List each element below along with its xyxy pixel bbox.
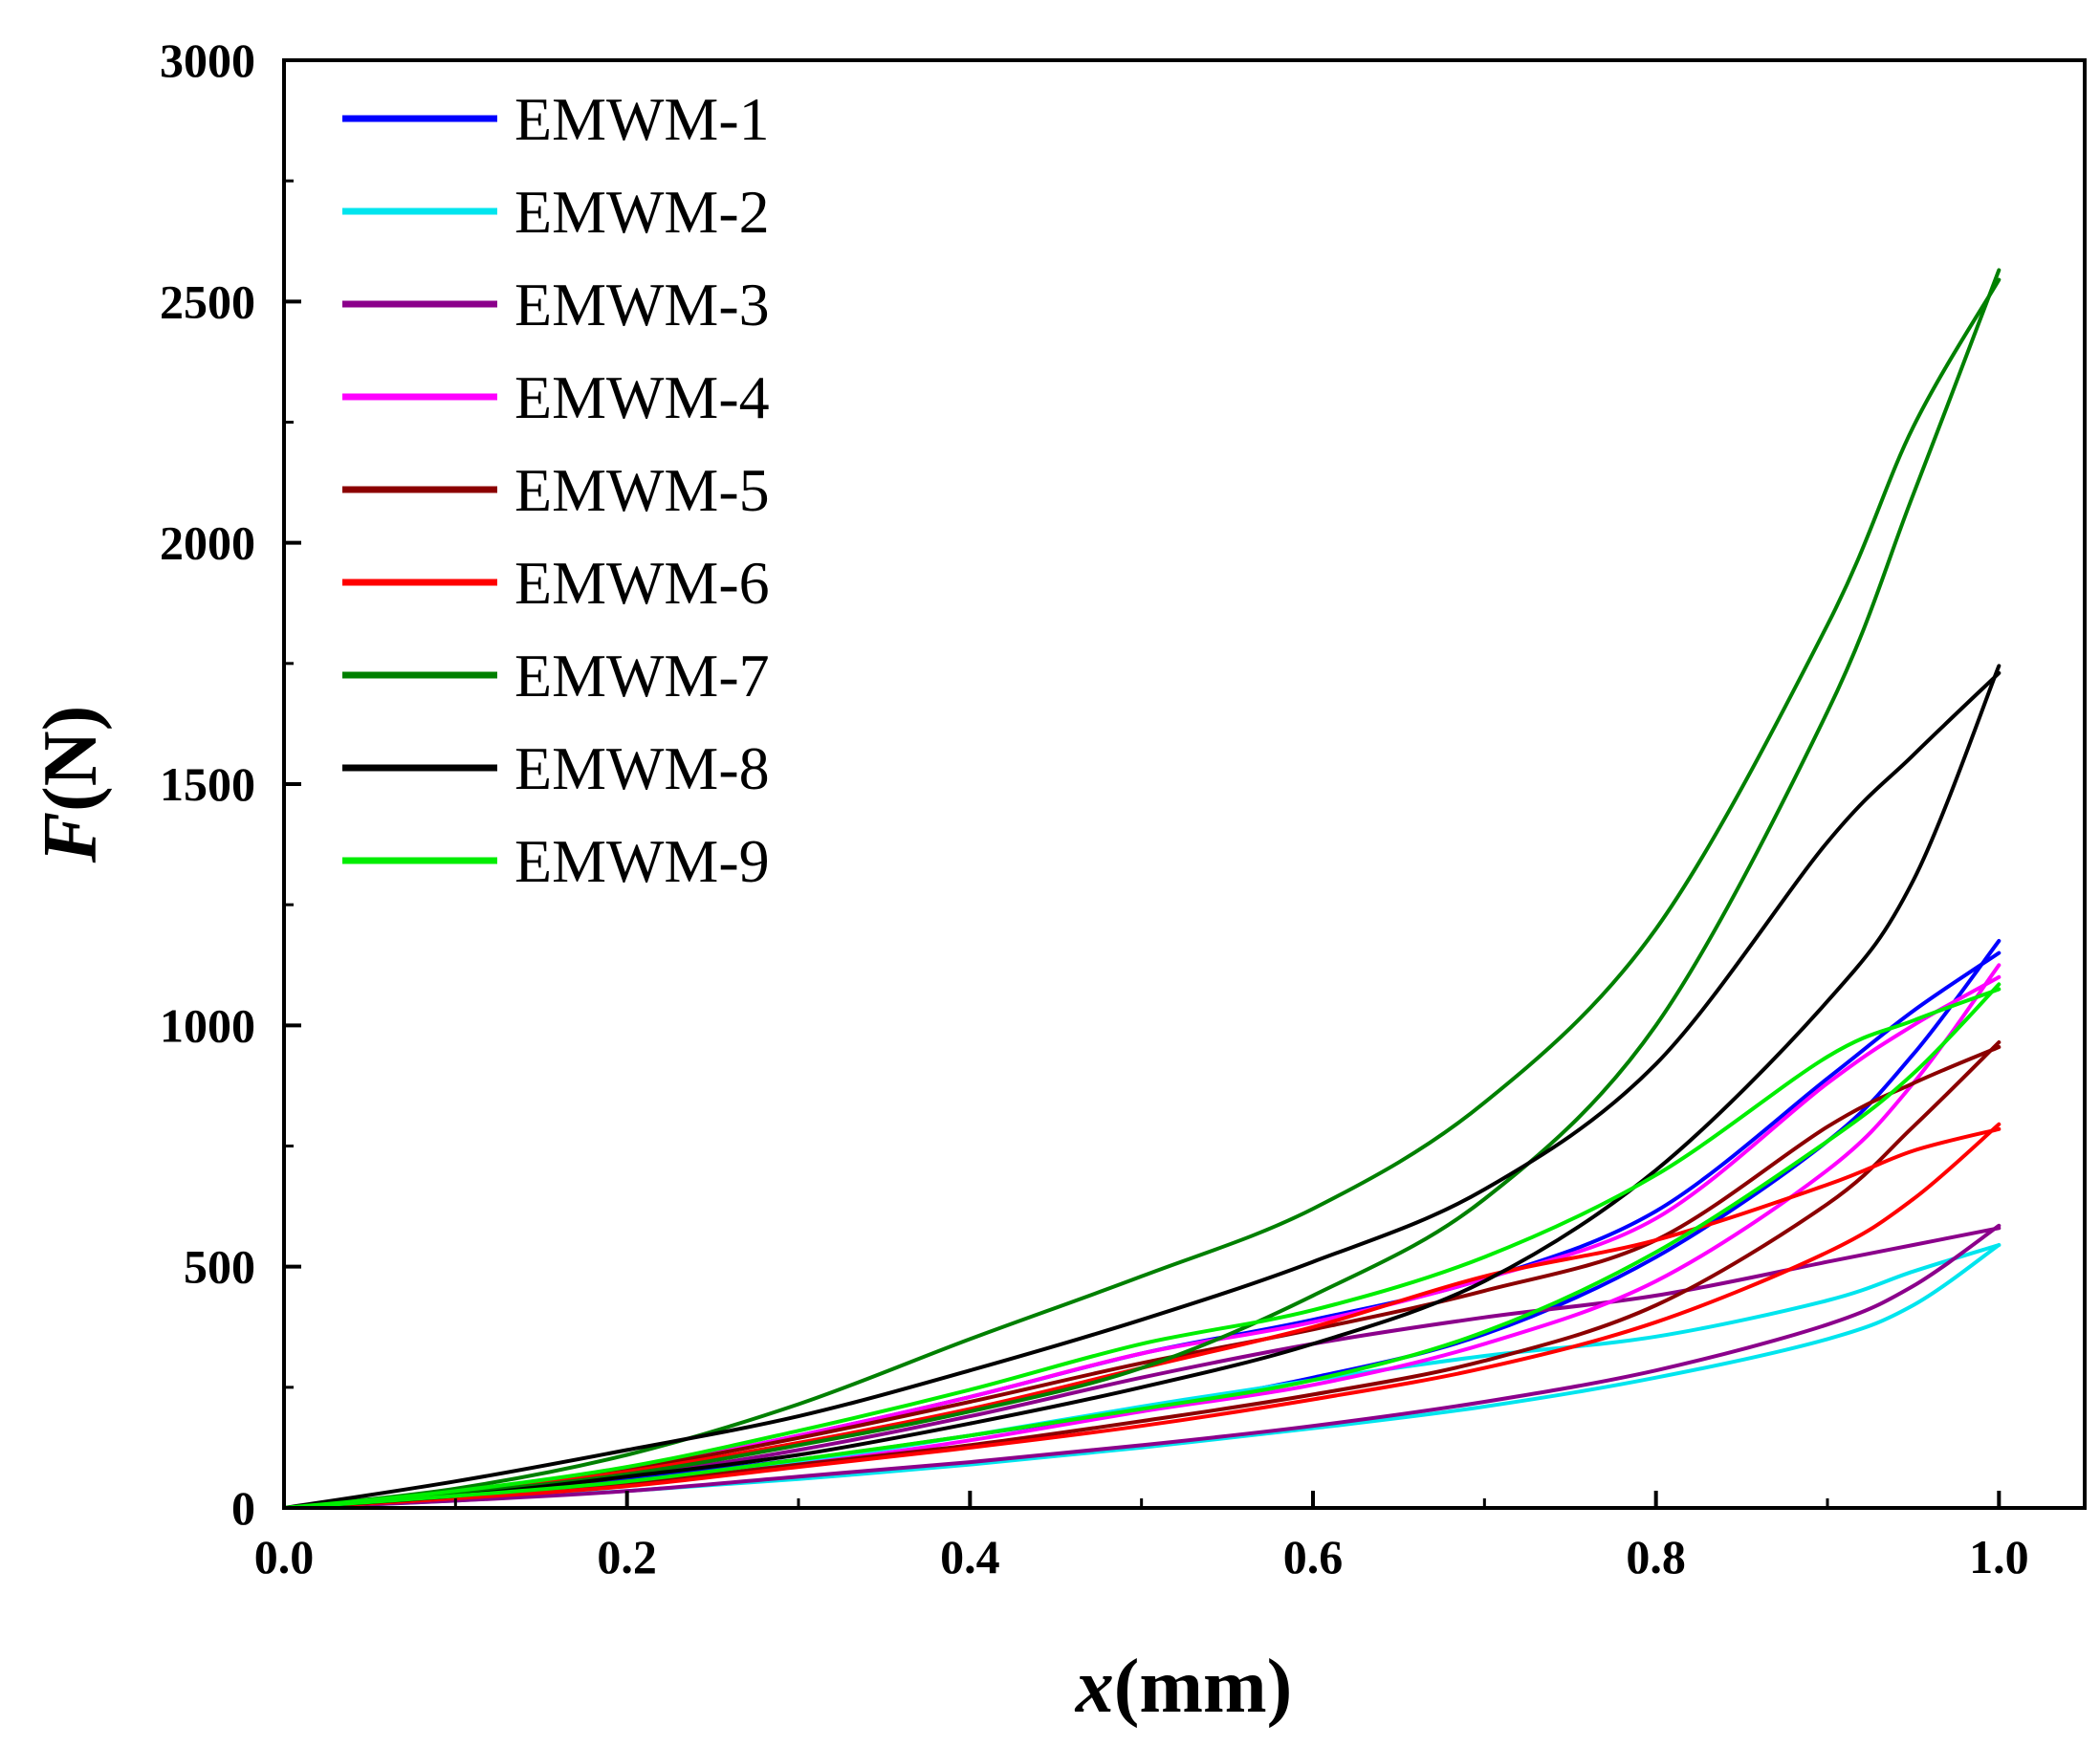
x-axis-unit: (mm) <box>1114 1645 1293 1729</box>
series-line-emwm-3-loading <box>282 1223 2002 1510</box>
series-line-emwm-7-unloading <box>282 277 2002 1510</box>
series-line-emwm-8-loading <box>282 664 2002 1510</box>
series-line-emwm-9-unloading <box>282 987 2002 1510</box>
legend-label: EMWM-7 <box>514 642 770 710</box>
series-layer <box>282 268 2002 1510</box>
legend-label: EMWM-5 <box>514 456 770 524</box>
legend-label: EMWM-6 <box>514 549 770 617</box>
legend-item-emwm-8: EMWM-8 <box>342 734 770 802</box>
x-axis-label: x(mm) <box>1075 1645 1293 1729</box>
x-tick-label: 0.2 <box>597 1530 657 1583</box>
legend-label: EMWM-8 <box>514 734 770 802</box>
y-tick-label: 3000 <box>160 33 255 87</box>
series-line-emwm-6-loading <box>282 1122 2002 1510</box>
y-axis-symbol: F <box>29 812 113 863</box>
x-tick-label: 0.4 <box>940 1530 1000 1583</box>
y-axis-label: F(N) <box>29 706 113 863</box>
legend: EMWM-1 EMWM-2 EMWM-3 EMWM-4 EMWM-5 EMWM-6 EMWM… <box>342 85 770 895</box>
y-tick-label: 500 <box>184 1240 255 1294</box>
x-tick-label: 0.8 <box>1626 1530 1686 1583</box>
series-emwm-9 <box>282 982 2002 1510</box>
legend-label: EMWM-2 <box>514 178 770 246</box>
x-tick-label: 1.0 <box>1969 1530 2029 1583</box>
series-line-emwm-7-loading <box>282 268 2002 1510</box>
legend-label: EMWM-3 <box>514 271 770 338</box>
series-emwm-7 <box>282 268 2002 1510</box>
series-line-emwm-5-loading <box>282 1040 2002 1510</box>
x-tick-label: 0.6 <box>1283 1530 1344 1583</box>
x-tick-label: 0.0 <box>254 1530 315 1583</box>
series-line-emwm-9-loading <box>282 982 2002 1510</box>
ticks-layer: 0.0 0.2 0.4 0.6 0.8 1.0 0 500 1000 1500 2000 2500 30… <box>160 33 2029 1583</box>
legend-item-emwm-6: EMWM-6 <box>342 549 770 617</box>
legend-label: EMWM-4 <box>514 363 770 431</box>
legend-item-emwm-9: EMWM-9 <box>342 827 770 895</box>
legend-label: EMWM-9 <box>514 827 770 895</box>
legend-item-emwm-1: EMWM-1 <box>342 85 770 153</box>
y-tick-label: 0 <box>231 1481 255 1535</box>
y-tick-label: 2500 <box>160 274 255 328</box>
legend-item-emwm-3: EMWM-3 <box>342 271 770 338</box>
legend-item-emwm-5: EMWM-5 <box>342 456 770 524</box>
series-emwm-5 <box>282 1040 2002 1510</box>
series-emwm-8 <box>282 664 2002 1510</box>
series-line-emwm-5-unloading <box>282 1045 2002 1510</box>
y-tick-label: 1500 <box>160 757 255 811</box>
x-axis-symbol: x <box>1075 1645 1114 1729</box>
y-axis-unit: (N) <box>29 706 113 812</box>
y-tick-label: 2000 <box>160 516 255 570</box>
series-line-emwm-8-unloading <box>282 670 2002 1510</box>
legend-item-emwm-7: EMWM-7 <box>342 642 770 710</box>
legend-label: EMWM-1 <box>514 85 770 153</box>
legend-item-emwm-4: EMWM-4 <box>342 363 770 431</box>
legend-item-emwm-2: EMWM-2 <box>342 178 770 246</box>
y-tick-label: 1000 <box>160 998 255 1052</box>
